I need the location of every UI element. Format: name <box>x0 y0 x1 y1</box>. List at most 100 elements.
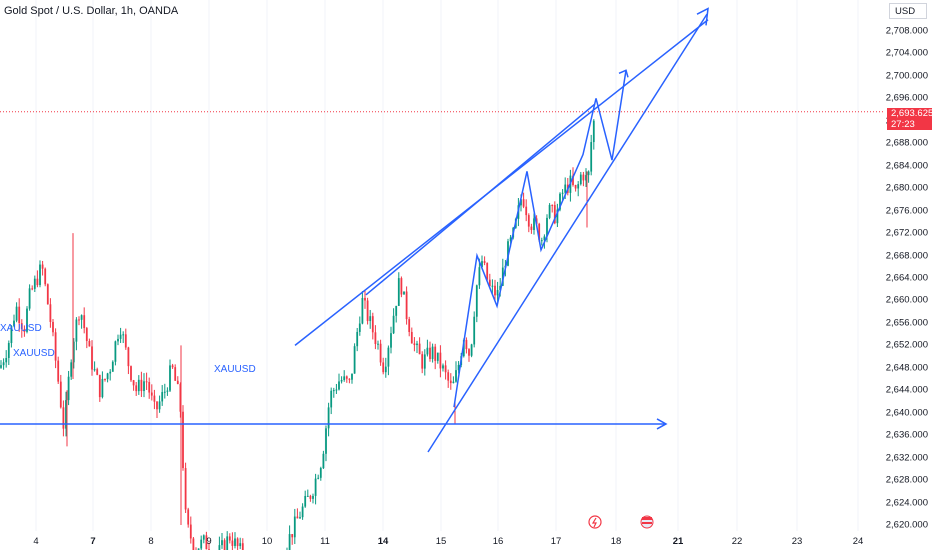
candle-body <box>54 332 57 361</box>
candle-body <box>20 323 23 330</box>
candle-body <box>371 316 374 333</box>
candle-body <box>0 365 2 368</box>
candle-body <box>306 495 309 497</box>
candle-body <box>452 381 455 384</box>
candle-body <box>293 516 296 538</box>
candle-body <box>338 381 340 390</box>
candle-body <box>241 543 244 550</box>
candle-body <box>392 315 395 334</box>
candle-body <box>473 316 476 345</box>
candle-body <box>397 278 400 306</box>
candle-body <box>543 236 546 241</box>
candle-body <box>364 297 366 301</box>
candle-body <box>67 376 70 401</box>
candle-body <box>23 329 26 332</box>
candle-body <box>44 268 47 285</box>
candle-body <box>140 379 143 392</box>
candle-body <box>564 184 567 193</box>
candle-body <box>457 365 460 371</box>
candle-body <box>101 378 104 398</box>
candle-body <box>527 215 530 227</box>
candle-body <box>585 175 587 181</box>
candle-body <box>533 218 535 231</box>
candle-body <box>174 367 177 381</box>
candle-body <box>2 362 5 366</box>
candle-body <box>96 369 99 375</box>
candle-body <box>72 341 75 363</box>
candle-body <box>5 357 8 363</box>
candle-body <box>449 380 452 384</box>
candle-body <box>551 205 554 207</box>
candle-body <box>127 347 130 367</box>
candle-body <box>182 411 184 469</box>
candle-body <box>93 369 96 371</box>
candle-body <box>158 401 161 410</box>
countdown-timer: 27:23 <box>891 119 915 130</box>
x-tick-label: 17 <box>550 536 562 547</box>
candle-body <box>36 278 39 286</box>
candle-body <box>522 199 525 207</box>
candle-body <box>429 347 431 360</box>
candle-body <box>83 315 86 329</box>
candle-body <box>444 365 447 373</box>
candle-body <box>488 279 491 287</box>
event-icon <box>588 515 602 529</box>
candle-body <box>161 392 164 402</box>
x-tick-label: 8 <box>148 536 154 547</box>
candle-body <box>104 378 106 380</box>
candle-body <box>15 306 18 321</box>
candle-body <box>304 495 307 507</box>
candle-body <box>366 300 369 322</box>
candle-body <box>587 171 590 176</box>
candle-body <box>18 306 21 324</box>
candle-body <box>395 305 398 316</box>
price-chart[interactable] <box>0 0 885 550</box>
candle-body <box>319 468 322 478</box>
trend-line <box>427 13 708 453</box>
y-tick-label: 2,684.000 <box>885 160 928 172</box>
candle-body <box>111 361 114 372</box>
candle-body <box>340 380 343 382</box>
candle-body <box>312 495 314 499</box>
symbol-label: XAUUSD <box>13 348 55 359</box>
candle-body <box>317 477 320 479</box>
x-tick-label: 14 <box>377 536 389 547</box>
candle-body <box>169 365 171 391</box>
candle-body <box>345 376 348 379</box>
last-price-value: 2,693.625 <box>891 108 932 119</box>
candle-body <box>475 285 478 317</box>
x-tick-label: 21 <box>672 536 684 547</box>
y-tick-label: 2,624.000 <box>885 497 928 509</box>
candle-body <box>496 290 499 296</box>
candle-body <box>192 538 195 550</box>
candle-body <box>384 366 387 373</box>
candle-body <box>296 516 299 519</box>
candle-body <box>418 343 421 355</box>
y-tick-label: 2,620.000 <box>885 519 928 531</box>
candle-body <box>416 343 418 346</box>
x-tick-label: 7 <box>90 536 96 547</box>
candle-body <box>197 548 200 550</box>
candle-body <box>187 509 190 525</box>
candle-body <box>556 209 559 224</box>
candle-body <box>348 378 351 380</box>
candle-body <box>509 237 512 242</box>
candle-body <box>491 285 494 287</box>
y-tick-label: 2,660.000 <box>885 294 928 306</box>
x-tick-label: 18 <box>610 536 622 547</box>
y-tick-label: 2,708.000 <box>885 25 928 37</box>
candle-body <box>577 184 580 189</box>
price-scale[interactable]: 2,620.000 2,624.000 2,628.000 2,632.000 2,63… <box>885 0 932 550</box>
symbol-label: XAUUSD <box>0 323 42 334</box>
candle-body <box>410 331 413 344</box>
candle-body <box>26 308 28 332</box>
candle-body <box>65 400 67 429</box>
candle-body <box>57 360 60 382</box>
chart-title: Gold Spot / U.S. Dollar, 1h, OANDA <box>4 5 179 17</box>
trend-line <box>365 103 596 296</box>
currency-button[interactable]: USD <box>889 3 927 19</box>
candle-body <box>39 264 41 286</box>
y-tick-label: 2,664.000 <box>885 272 928 284</box>
candle-body <box>109 371 112 374</box>
x-tick-label: 16 <box>492 536 504 547</box>
